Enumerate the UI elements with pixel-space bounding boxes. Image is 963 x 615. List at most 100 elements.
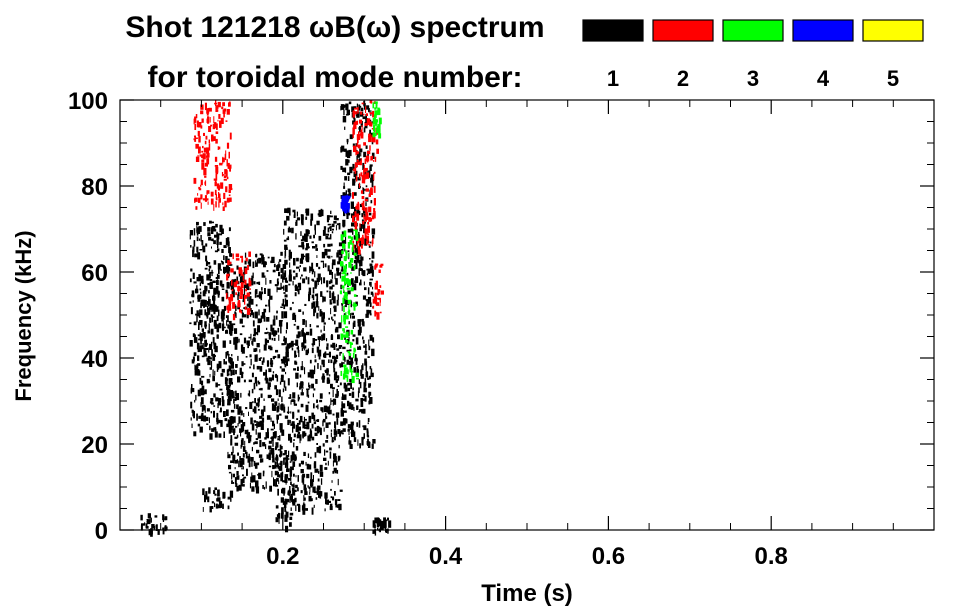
spectrum-point <box>295 372 299 379</box>
spectrum-point <box>236 265 239 270</box>
spectrum-point <box>207 496 210 503</box>
spectrum-point <box>340 251 343 259</box>
spectrum-point <box>361 102 365 105</box>
spectrum-point <box>296 217 301 221</box>
spectrum-point <box>198 122 202 128</box>
spectrum-point <box>208 296 210 300</box>
spectrum-point <box>199 320 203 324</box>
spectrum-point <box>377 527 379 531</box>
spectrum-point <box>328 237 331 240</box>
spectrum-point <box>256 365 260 370</box>
spectrum-point <box>357 329 362 336</box>
spectrum-point <box>313 504 315 508</box>
spectrum-point <box>197 334 201 337</box>
spectrum-point <box>288 249 291 257</box>
spectrum-point <box>306 388 310 390</box>
spectrum-point <box>148 529 152 536</box>
spectrum-point <box>277 354 281 359</box>
spectrum-point <box>367 268 371 274</box>
spectrum-point <box>189 278 192 283</box>
spectrum-point <box>200 402 202 407</box>
spectrum-point <box>342 204 345 210</box>
spectrum-point <box>193 410 195 419</box>
spectrum-point <box>273 337 276 341</box>
spectrum-point <box>200 299 204 307</box>
spectrum-point <box>353 367 356 373</box>
spectrum-point <box>196 120 199 128</box>
spectrum-point <box>193 228 196 236</box>
spectrum-point <box>291 340 294 347</box>
spectrum-point <box>348 340 350 344</box>
spectrum-point <box>229 188 233 191</box>
spectrum-point <box>336 461 338 466</box>
spectrum-point <box>359 262 361 269</box>
spectrum-point <box>375 280 378 284</box>
spectrum-point <box>308 495 312 502</box>
spectrum-point <box>341 272 345 275</box>
spectrum-point <box>278 474 281 478</box>
spectrum-point <box>380 526 384 531</box>
spectrum-point <box>311 412 314 420</box>
spectrum-point <box>359 238 364 241</box>
spectrum-point <box>284 499 288 505</box>
spectrum-point <box>216 324 221 328</box>
spectrum-point <box>348 262 351 268</box>
spectrum-point <box>228 227 231 232</box>
spectrum-point <box>283 228 285 235</box>
spectrum-point <box>230 416 234 424</box>
spectrum-point <box>231 296 233 302</box>
spectrum-point <box>310 481 313 488</box>
spectrum-point <box>363 226 365 234</box>
spectrum-point <box>224 153 227 161</box>
spectrum-point <box>191 290 195 298</box>
spectrum-point <box>225 170 228 177</box>
spectrum-point <box>343 365 346 372</box>
spectrum-point <box>257 402 260 408</box>
spectrum-point <box>364 381 366 384</box>
spectrum-point <box>219 162 223 166</box>
spectrum-point <box>289 208 291 216</box>
spectrum-point <box>329 451 332 459</box>
plot-area <box>140 100 392 537</box>
spectrum-point <box>345 292 348 300</box>
spectrum-point <box>327 243 331 247</box>
spectrum-point <box>309 328 313 336</box>
spectrum-point <box>214 125 217 128</box>
spectrum-point <box>218 398 221 406</box>
spectrum-point <box>242 314 247 318</box>
spectrum-point <box>197 355 200 361</box>
spectrum-point <box>301 347 304 351</box>
spectrum-point <box>200 235 202 242</box>
spectrum-point <box>346 287 350 290</box>
spectrum-point <box>216 233 220 240</box>
spectrum-point <box>275 447 278 450</box>
spectrum-point <box>213 490 216 495</box>
spectrum-point <box>317 273 321 281</box>
spectrum-point <box>359 240 362 245</box>
spectrum-point <box>303 416 305 425</box>
spectrum-point <box>297 475 299 482</box>
spectrum-point <box>244 279 247 285</box>
spectrum-point <box>322 443 325 447</box>
spectrum-point <box>217 489 220 497</box>
spectrum-point <box>286 498 290 503</box>
spectrum-point <box>194 138 197 142</box>
spectrum-point <box>252 337 256 340</box>
spectrum-point <box>377 518 380 524</box>
spectrum-point <box>344 374 348 378</box>
spectrum-point <box>208 290 210 294</box>
spectrum-point <box>338 444 340 449</box>
spectrum-point <box>280 282 282 290</box>
spectrum-point <box>295 475 297 478</box>
spectrum-point <box>237 285 240 293</box>
spectrum-point <box>363 214 365 220</box>
spectrum-point <box>345 331 349 338</box>
spectrum-point <box>325 413 327 420</box>
spectrum-point <box>293 399 296 405</box>
spectrum-point <box>198 323 200 330</box>
spectrum-region-mode-1 <box>202 487 234 513</box>
spectrum-point <box>203 147 207 153</box>
spectrum-point <box>232 289 235 294</box>
spectrum-point <box>240 282 244 288</box>
spectrum-point <box>162 527 165 531</box>
